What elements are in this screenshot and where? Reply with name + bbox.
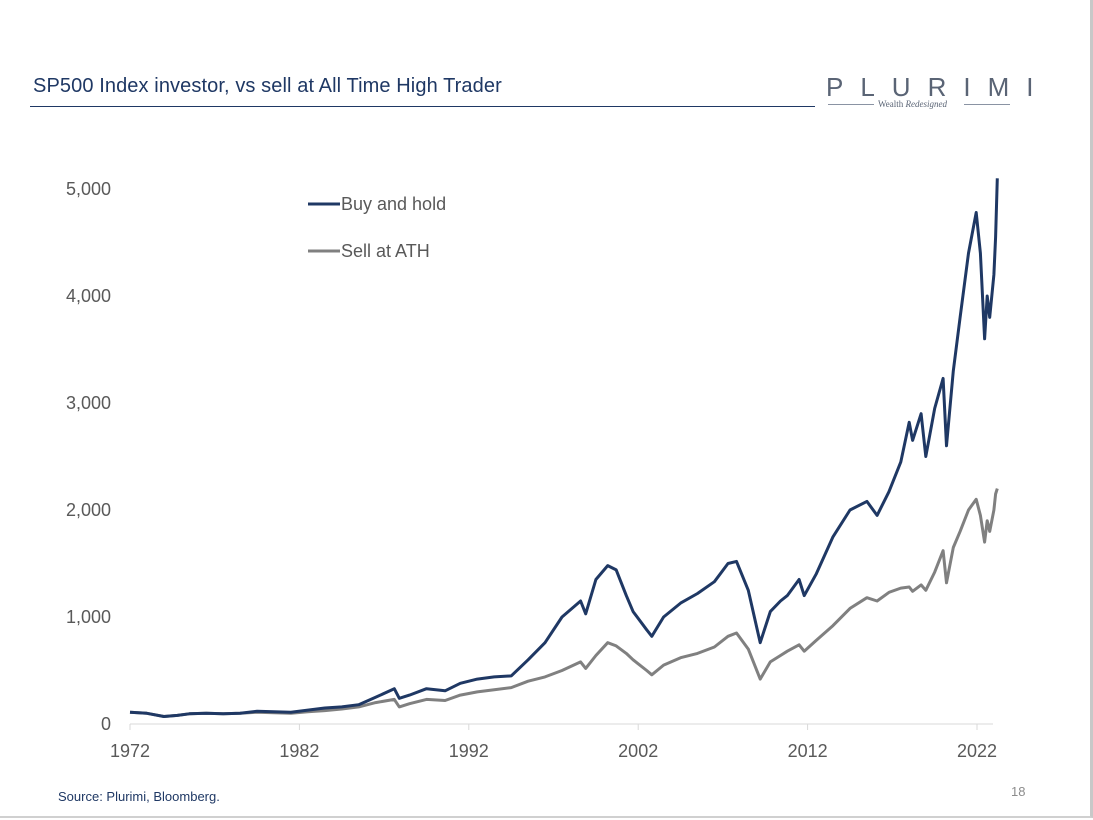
y-tick-label: 5,000 <box>66 179 111 199</box>
title-underline <box>30 106 815 107</box>
plurimi-logo: PLURIMI Wealth Redesigned <box>826 72 1033 112</box>
logo-rule-right <box>964 104 1010 105</box>
logo-rule-left <box>828 104 874 105</box>
y-tick-label: 2,000 <box>66 500 111 520</box>
x-tick-label: 1982 <box>279 741 319 761</box>
page-number: 18 <box>1011 784 1026 799</box>
series-layer <box>129 178 999 718</box>
y-tick-label: 4,000 <box>66 286 111 306</box>
series-line-sell-at-ath <box>129 488 999 718</box>
x-tick-label: 2012 <box>788 741 828 761</box>
logo-tagline-italic: Redesigned <box>905 99 947 109</box>
y-tick-label: 1,000 <box>66 607 111 627</box>
y-axis: 0 1,000 2,000 3,000 4,000 5,000 <box>66 179 111 734</box>
series-line-buy-and-hold <box>129 178 999 718</box>
x-tick-label: 1992 <box>449 741 489 761</box>
legend: Buy and hold Sell at ATH <box>308 194 446 261</box>
legend-label-sell-at-ath: Sell at ATH <box>341 241 430 261</box>
legend-label-buy-and-hold: Buy and hold <box>341 194 446 214</box>
x-axis: 1972 1982 1992 2002 2012 2022 <box>110 723 997 761</box>
x-tick-label: 1972 <box>110 741 150 761</box>
logo-tagline: Wealth Redesigned <box>878 99 947 109</box>
logo-tagline-plain: Wealth <box>878 99 906 109</box>
slide-title: SP500 Index investor, vs sell at All Tim… <box>33 75 502 97</box>
y-tick-label: 3,000 <box>66 393 111 413</box>
x-tick-label: 2022 <box>957 741 997 761</box>
logo-wordmark: PLURIMI <box>826 72 1051 102</box>
source-note: Source: Plurimi, Bloomberg. <box>58 789 220 804</box>
y-tick-label: 0 <box>101 714 111 734</box>
x-tick-label: 2002 <box>618 741 658 761</box>
